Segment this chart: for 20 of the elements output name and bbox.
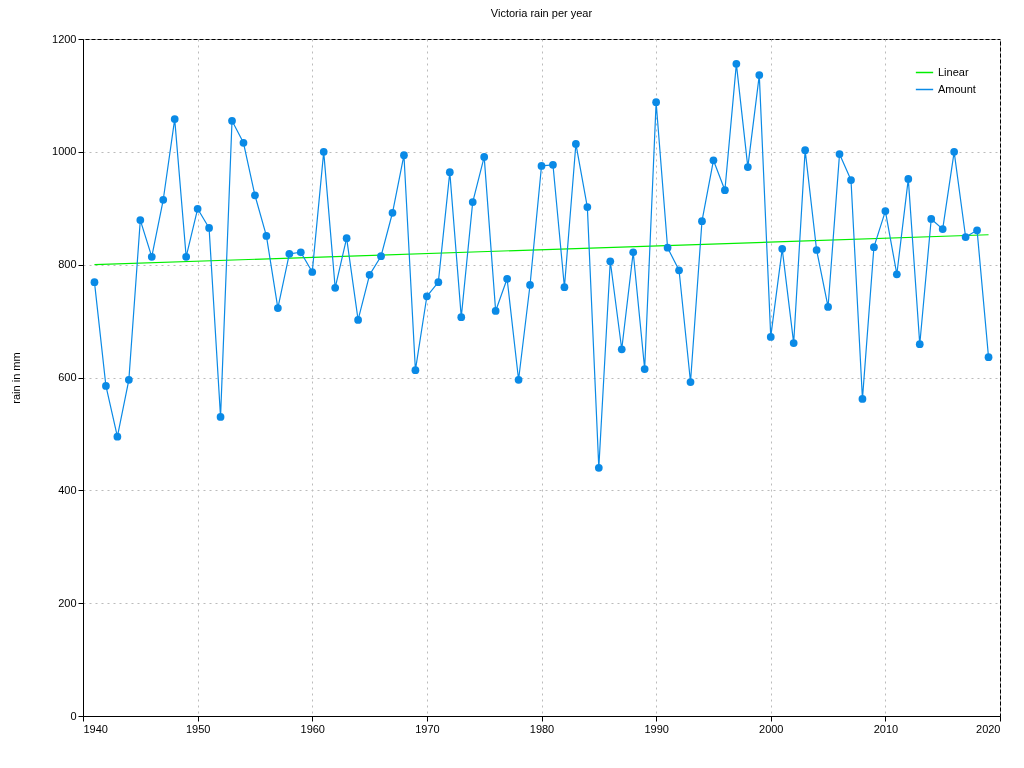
y-tick-label: 1000 xyxy=(52,145,77,158)
x-tick-label: 1980 xyxy=(529,722,555,735)
y-tick-label: 0 xyxy=(70,709,77,722)
x-tick-label: 2000 xyxy=(759,722,784,735)
x-tick-label: 1940 xyxy=(83,722,108,735)
x-tick-label: 1990 xyxy=(644,722,669,735)
y-tick-label: 1200 xyxy=(52,32,77,45)
x-tick-label: 1960 xyxy=(300,722,325,735)
y-tick-label: 200 xyxy=(58,596,77,609)
y-axis-title: rain in mm xyxy=(10,352,23,404)
x-tick-label: 2020 xyxy=(976,722,1001,735)
legend-label: Linear xyxy=(938,65,969,78)
y-tick-label: 600 xyxy=(58,371,77,383)
x-tick-label: 2010 xyxy=(873,722,899,735)
y-tick-label: 400 xyxy=(58,483,77,496)
x-tick-label: 1970 xyxy=(415,722,440,735)
legend-label: Amount xyxy=(938,82,976,95)
chart-title: Victoria rain per year xyxy=(490,7,593,19)
y-tick-label: 800 xyxy=(58,258,77,271)
x-tick-label: 1950 xyxy=(185,722,211,735)
